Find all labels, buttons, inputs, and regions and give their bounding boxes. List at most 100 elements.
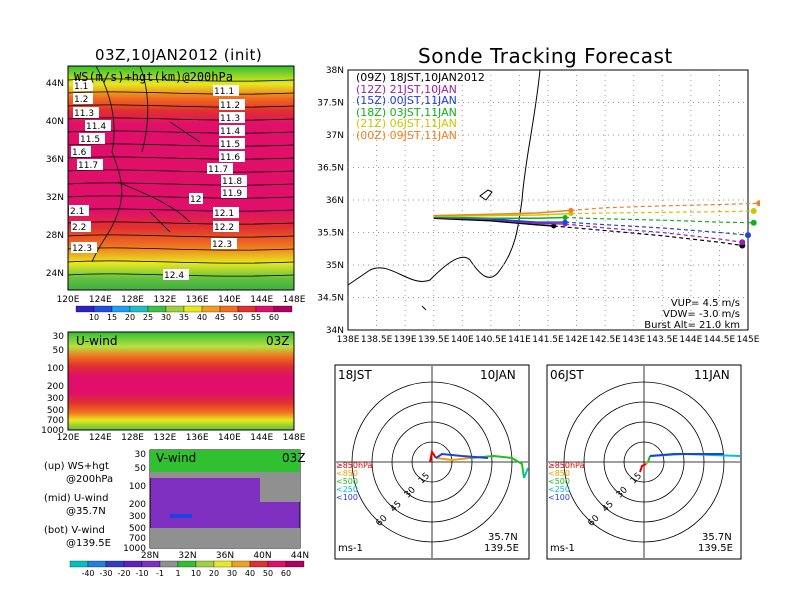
colorbar-swatch [255, 305, 275, 313]
contour-line [67, 182, 295, 186]
colorbar-swatch [165, 305, 185, 313]
map-y-tick: 44N [46, 79, 64, 89]
contour-label: 11.6 [220, 153, 240, 163]
contour-label-box [69, 205, 89, 216]
colorbar-swatch [111, 305, 131, 313]
uwind-x-tick: 144E [250, 433, 273, 442]
contour-label: 12.4 [164, 271, 184, 281]
colorbar-swatch [93, 305, 113, 313]
contour-label: 12.3 [72, 244, 92, 254]
burst-altitude: Burst Alt= 21.0 km [644, 320, 740, 331]
vwind-y-tick: 300 [129, 512, 146, 522]
tracking-x-axis: 138E 138.5E 139E 139.5E 140E 140.5E 141E 141.5E… [337, 335, 760, 345]
colorbar-swatch [147, 305, 167, 313]
contour-label: 12.1 [214, 209, 234, 219]
launch-legend: (09Z) 18JST,10JAN2012 (12Z) 21JST,10JAN … [356, 72, 485, 141]
uwind-time: 03Z [266, 334, 290, 348]
tracking-x-tick: 144.5E [704, 335, 736, 345]
contour-label: 11.2 [220, 101, 240, 111]
contour-line [67, 156, 295, 160]
vwind-colorbar-label: 60 [281, 569, 291, 578]
contour-line [67, 130, 295, 134]
hodograph-segment [435, 457, 471, 462]
contour-label: 11.3 [220, 114, 240, 124]
tracking-y-tick: 35.5N [317, 229, 344, 239]
polar-left-date: 10JAN [480, 368, 516, 382]
tracking-y-tick: 37.5N [317, 99, 344, 109]
map-x-axis: 120E 124E 128E 132E 136E 140E 144E 148E [57, 295, 306, 305]
colorbar-label: 50 [233, 313, 243, 322]
uwind-y-tick: 1000 [41, 426, 64, 436]
tracking-x-tick: 143E [622, 335, 645, 345]
tracking-x-tick: 140E [451, 335, 474, 345]
contour-line [67, 117, 295, 121]
burst-point [562, 215, 568, 221]
colorbar-swatch [201, 305, 221, 313]
contour-label-box [73, 107, 99, 118]
vwind-colorbar-swatch [267, 560, 287, 568]
vwind-colorbar-swatch [195, 560, 215, 568]
hodograph-segment [429, 449, 437, 463]
launch-legend-item: (00Z) 09JST,11JAN [356, 128, 457, 142]
tracking-coastline [347, 69, 541, 286]
tracking-y-tick: 34.5N [317, 294, 344, 304]
contour-label: 11.8 [222, 177, 242, 187]
polar-right-time: 06JST [550, 368, 584, 382]
colorbar-swatch [75, 305, 95, 313]
map-x-tick: 148E [283, 295, 306, 305]
uwind-x-tick: 140E [218, 433, 241, 442]
colorbar-swatch [273, 305, 293, 313]
vwind-y-tick: 30 [135, 450, 147, 460]
map-field [67, 65, 295, 291]
contour-label: 12.3 [212, 240, 232, 250]
tracking-x-tick: 145E [737, 335, 760, 345]
legend-note-mid: (mid) U-wind @35.7N [44, 493, 109, 517]
launch-legend-item: (18Z) 03JST,11JAN [356, 105, 457, 119]
hodograph-segment [523, 467, 529, 479]
map-y-tick: 28N [46, 231, 64, 241]
colorbar-label: 15 [107, 313, 117, 322]
uwind-x-axis: 120E 124E 128E 132E 136E 140E 144E 148E [57, 433, 305, 442]
contour-label-box [207, 163, 233, 174]
uwind-x-tick: 136E [186, 433, 209, 442]
polar-right-lon: 139.5E [698, 543, 733, 554]
map-y-axis: 24N 28N 32N 36N 40N 44N [46, 79, 64, 279]
vwind-label: V-wind [156, 451, 197, 465]
vwind-colorbar-label: 20 [209, 569, 219, 578]
contour-label: 11.5 [80, 135, 100, 145]
vwind-y-tick: 500 [129, 524, 146, 534]
tracking-x-tick: 138.5E [361, 335, 393, 345]
launch-legend-item: (12Z) 21JST,10JAN [356, 82, 457, 96]
polar-left-lat: 35.7N [488, 532, 518, 543]
vwind-colorbar-label: 50 [263, 569, 273, 578]
vwind-colorbar-swatch [231, 560, 251, 568]
polar-left-unit: ms-1 [338, 543, 363, 554]
contour-label-box [71, 146, 91, 157]
track-descent-line [565, 223, 743, 243]
burst-point [568, 207, 574, 213]
colorbar-label: 25 [143, 313, 153, 322]
map-y-tick: 32N [46, 193, 64, 203]
map-x-tick: 140E [218, 295, 241, 305]
vwind-colorbar-swatch [159, 560, 179, 568]
contour-label-box [219, 112, 245, 123]
contour-label-box [73, 93, 93, 104]
track-descent-line [565, 221, 749, 236]
contour-label-box [77, 159, 103, 170]
vwind-colorbar-label: 10 [191, 569, 201, 578]
hodograph-segment [649, 453, 724, 457]
coastline [91, 65, 201, 263]
uwind-x-tick: 128E [121, 433, 144, 442]
colorbar-label: 10 [89, 313, 99, 322]
contour-label-box [221, 187, 247, 198]
vwind-x-tick: 36N [216, 551, 234, 560]
launch-legend-item: (21Z) 06JST,11JAN [356, 117, 457, 130]
map-x-tick: 124E [89, 295, 112, 305]
hodograph-segment [639, 463, 647, 473]
contour-label: 11.1 [214, 87, 234, 97]
